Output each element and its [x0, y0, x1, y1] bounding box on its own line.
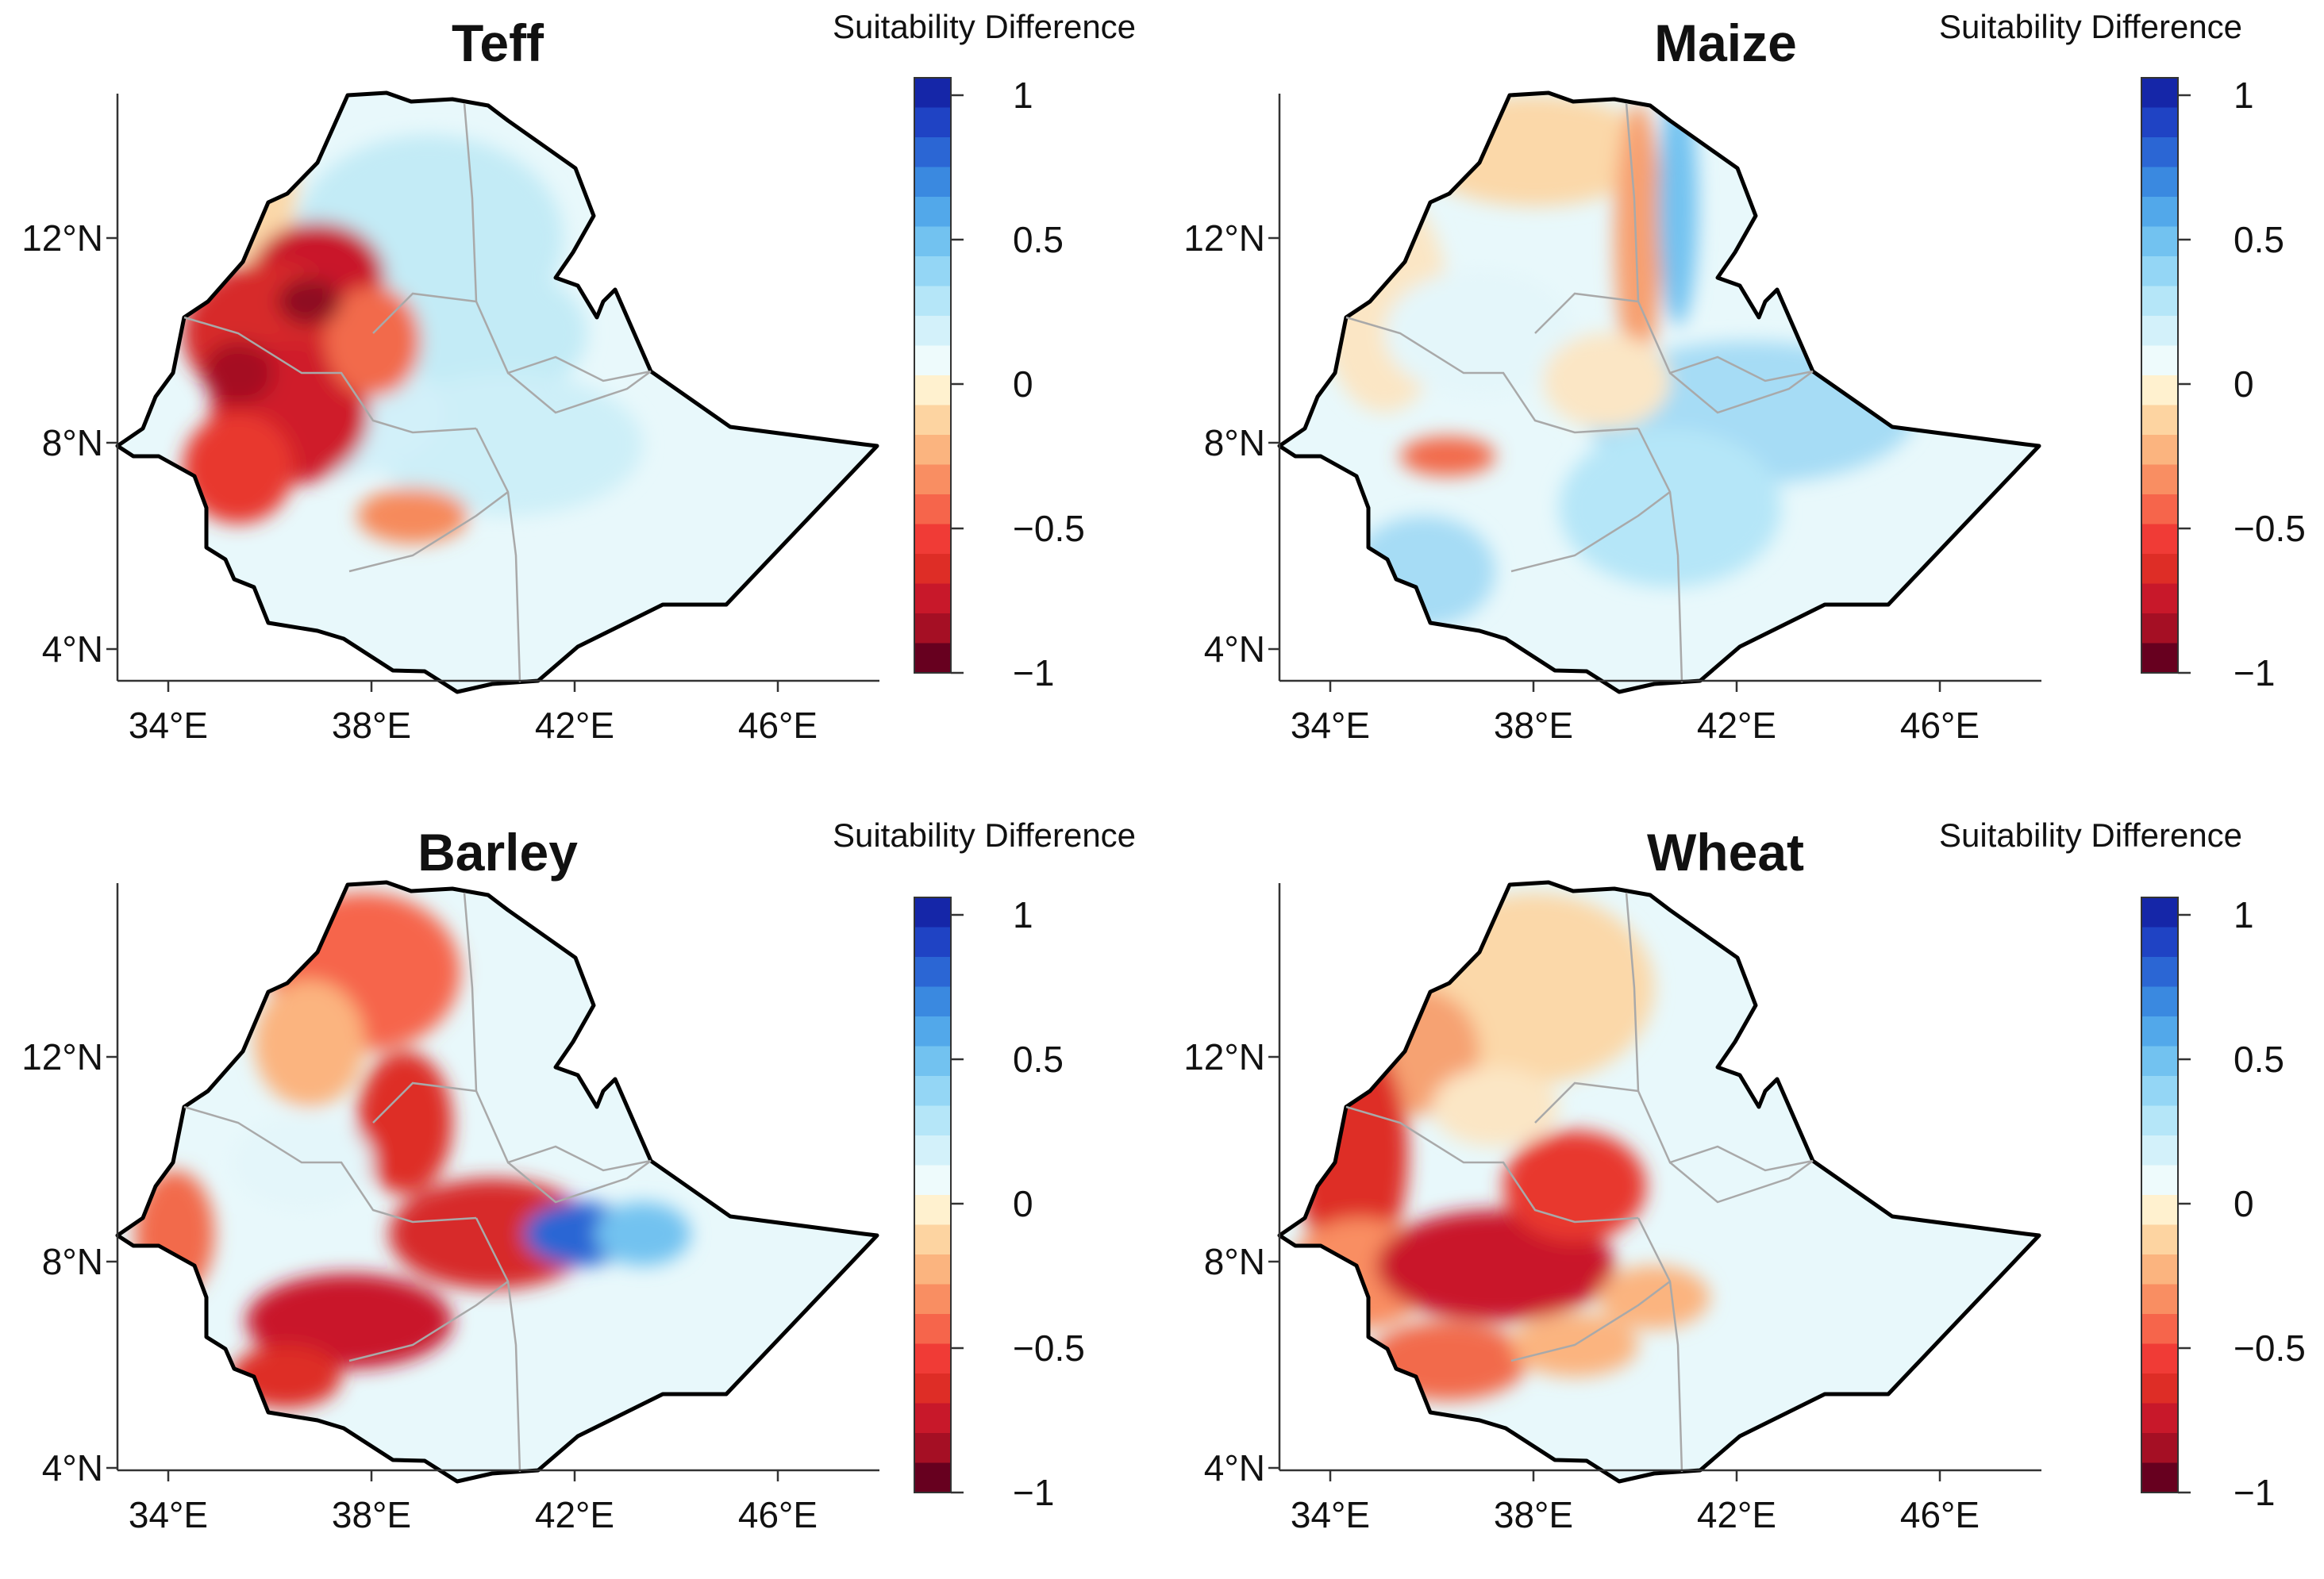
- panel-barley: Barley 34°E 38°E 42°E: [0, 790, 1162, 1579]
- panel-wheat: Wheat 34°E 38°E 42°E 4: [1162, 790, 2324, 1579]
- x-axis: 34°E 38°E 42°E 46°E: [129, 681, 818, 746]
- region-boundaries: [1345, 102, 1814, 683]
- colorbar-tick: 0.5: [2234, 1039, 2284, 1080]
- country-border: [1277, 880, 2041, 1484]
- panel-title: Maize: [1654, 13, 1797, 72]
- colorbar-bands: [914, 897, 951, 1493]
- y-axis: 12°N 8°N 4°N: [21, 217, 117, 670]
- colorbar-tick: −1: [2234, 1472, 2275, 1513]
- y-tick-label: 8°N: [1204, 422, 1265, 463]
- colorbar-title: Suitability Difference: [833, 816, 1136, 854]
- y-tick-label: 4°N: [1204, 1447, 1265, 1489]
- x-axis: 34°E 38°E 42°E 46°E: [129, 1470, 818, 1535]
- map-teff-fill: [183, 93, 643, 544]
- x-tick-label: 42°E: [535, 705, 614, 746]
- x-tick-label: 34°E: [129, 1494, 208, 1535]
- colorbar-tick: 1: [1013, 75, 1033, 116]
- x-tick-label: 34°E: [1291, 1494, 1370, 1535]
- colorbar-tick: −0.5: [2234, 1327, 2306, 1369]
- x-tick-label: 42°E: [1697, 1494, 1776, 1535]
- colorbar-tick: 1: [2234, 75, 2254, 116]
- y-tick-label: 4°N: [1204, 628, 1265, 670]
- x-tick-label: 38°E: [332, 1494, 411, 1535]
- x-tick-label: 38°E: [1494, 705, 1573, 746]
- x-tick-label: 46°E: [1900, 1494, 1980, 1535]
- colorbar-tick: 0: [2234, 1183, 2254, 1224]
- y-tick-label: 8°N: [42, 1241, 103, 1282]
- x-tick-label: 34°E: [1291, 705, 1370, 746]
- region-boundaries: [183, 102, 652, 683]
- y-tick-label: 4°N: [42, 1447, 103, 1489]
- suitability-raster: [1279, 882, 2039, 1481]
- y-axis: 12°N 8°N 4°N: [1183, 1036, 1279, 1489]
- panel-teff: Teff 34°E: [0, 0, 1162, 790]
- x-axis: 34°E 38°E 42°E 46°E: [1291, 1470, 1980, 1535]
- region-boundaries: [183, 892, 652, 1473]
- y-tick-label: 12°N: [1183, 217, 1265, 259]
- y-tick-label: 8°N: [1204, 1241, 1265, 1282]
- x-tick-label: 34°E: [129, 705, 208, 746]
- colorbar: Suitability Difference: [833, 8, 1136, 693]
- colorbar-bands: [914, 78, 951, 673]
- colorbar-tick: −1: [1013, 1472, 1054, 1513]
- y-axis: 12°N 8°N 4°N: [21, 1036, 117, 1489]
- country-border: [1277, 90, 2041, 694]
- colorbar-tick: −1: [1013, 652, 1054, 693]
- panel-maize: Maize 34°E 38°E 42°E 4: [1162, 0, 2324, 790]
- colorbar-tick: 1: [1013, 894, 1033, 935]
- colorbar-tick: −0.5: [2234, 508, 2306, 549]
- colorbar-tick: 0: [1013, 1183, 1033, 1224]
- panel-title: Barley: [417, 823, 578, 882]
- colorbar-bands: [2141, 78, 2178, 673]
- panel-title: Teff: [452, 13, 544, 72]
- y-tick-label: 4°N: [42, 628, 103, 670]
- country-border: [115, 90, 879, 694]
- y-tick-label: 12°N: [21, 217, 103, 259]
- colorbar-tick: 0.5: [2234, 219, 2284, 260]
- colorbar-tick: 0.5: [1013, 1039, 1064, 1080]
- x-tick-label: 46°E: [1900, 705, 1980, 746]
- suitability-raster: [1279, 93, 2039, 692]
- y-axis: 12°N 8°N 4°N: [1183, 217, 1279, 670]
- country-border: [115, 880, 879, 1484]
- suitability-raster: [117, 93, 877, 692]
- x-tick-label: 46°E: [738, 1494, 818, 1535]
- colorbar-tick: 0.5: [1013, 219, 1064, 260]
- colorbar: Suitability Difference: [1939, 8, 2306, 693]
- colorbar-tick: 0: [2234, 363, 2254, 405]
- colorbar-bands: [2141, 897, 2178, 1493]
- region-boundaries: [1345, 892, 1814, 1473]
- x-tick-label: 38°E: [332, 705, 411, 746]
- colorbar-title: Suitability Difference: [1939, 816, 2242, 854]
- y-tick-label: 12°N: [21, 1036, 103, 1078]
- colorbar-tick: −0.5: [1013, 1327, 1085, 1369]
- colorbar-title: Suitability Difference: [833, 8, 1136, 45]
- y-tick-label: 12°N: [1183, 1036, 1265, 1078]
- panel-title: Wheat: [1647, 823, 1804, 882]
- colorbar-tick: −0.5: [1013, 508, 1085, 549]
- x-tick-label: 42°E: [1697, 705, 1776, 746]
- x-tick-label: 38°E: [1494, 1494, 1573, 1535]
- colorbar-tick: 0: [1013, 363, 1033, 405]
- y-tick-label: 8°N: [42, 422, 103, 463]
- colorbar: Suitability Difference: [833, 816, 1136, 1513]
- colorbar: Suitability Difference: [1939, 816, 2306, 1513]
- x-tick-label: 46°E: [738, 705, 818, 746]
- x-axis: 34°E 38°E 42°E 46°E: [1291, 681, 1980, 746]
- colorbar-title: Suitability Difference: [1939, 8, 2242, 45]
- colorbar-tick: 1: [2234, 894, 2254, 935]
- colorbar-tick: −1: [2234, 652, 2275, 693]
- x-tick-label: 42°E: [535, 1494, 614, 1535]
- suitability-raster: [117, 882, 877, 1481]
